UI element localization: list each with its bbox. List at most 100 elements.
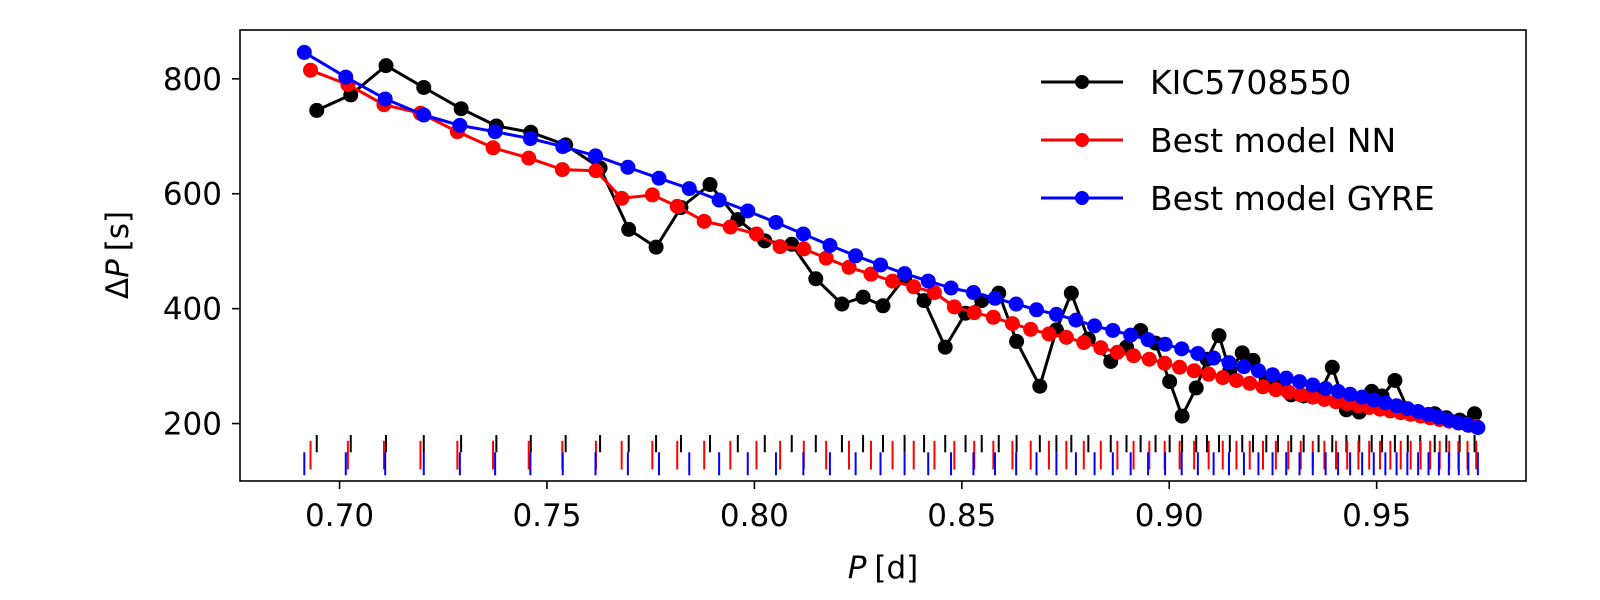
data-point	[1009, 333, 1025, 349]
legend-marker-best-model-gyre	[1075, 191, 1089, 205]
data-point	[920, 273, 936, 289]
data-point	[1023, 321, 1039, 337]
data-point	[1063, 285, 1079, 301]
x-axis-var: P	[848, 550, 867, 586]
data-point	[702, 177, 718, 193]
data-point	[796, 241, 812, 257]
data-point	[1068, 312, 1084, 328]
data-point	[522, 131, 538, 147]
data-point	[1201, 366, 1217, 382]
data-point	[897, 266, 913, 282]
data-point	[681, 181, 697, 197]
data-point	[1377, 395, 1393, 411]
legend-entry-best-model-nn: Best model NN	[1041, 121, 1396, 160]
data-point	[416, 107, 432, 123]
data-point	[1162, 374, 1178, 390]
data-point	[1157, 355, 1173, 371]
data-point	[1211, 328, 1227, 344]
data-point	[651, 170, 667, 186]
x-tick-label: 0.75	[512, 498, 581, 534]
data-point	[1093, 340, 1109, 356]
y-axis-label: ΔP [s]	[100, 211, 136, 299]
data-point	[1008, 296, 1024, 312]
data-point	[808, 271, 824, 287]
data-point	[946, 299, 962, 315]
data-point	[309, 102, 325, 118]
y-tick-label: 200	[163, 407, 222, 443]
data-point	[987, 290, 1003, 306]
data-point	[1032, 378, 1048, 394]
legend-label-best-model-nn: Best model NN	[1150, 121, 1396, 160]
data-point	[906, 279, 922, 295]
data-point	[965, 285, 981, 301]
series-layer	[296, 44, 1486, 476]
y-tick-label: 400	[163, 292, 222, 328]
data-point	[1188, 380, 1204, 396]
period-ticks-best-model-gyre	[303, 452, 1479, 476]
legend-marker-best-model-nn	[1075, 133, 1089, 147]
data-point	[1206, 350, 1222, 366]
data-point	[487, 124, 503, 140]
data-point	[378, 58, 394, 74]
data-point	[768, 214, 784, 230]
data-point	[1172, 359, 1188, 375]
legend-marker-kic5708550	[1075, 75, 1089, 89]
data-point	[1330, 383, 1346, 399]
x-tick-label: 0.85	[927, 498, 996, 534]
data-point	[848, 248, 864, 264]
data-point	[943, 280, 959, 296]
data-point	[620, 159, 636, 175]
period-ticks-kic5708550	[315, 435, 1476, 453]
data-point	[416, 79, 432, 95]
data-point	[795, 226, 811, 242]
data-point	[1140, 332, 1156, 348]
data-point	[554, 162, 570, 178]
data-point	[1268, 382, 1284, 398]
data-point	[1157, 336, 1173, 352]
data-point	[1387, 372, 1403, 388]
x-tick-label: 0.80	[720, 498, 789, 534]
data-point	[452, 117, 468, 133]
data-point	[669, 198, 685, 214]
data-point	[818, 250, 834, 266]
data-point	[772, 239, 788, 255]
data-point	[1255, 379, 1271, 395]
data-point	[1004, 316, 1020, 332]
data-point	[1470, 420, 1486, 436]
x-axis-label: P [d]	[848, 550, 919, 586]
data-point	[1242, 375, 1258, 391]
data-point	[1236, 359, 1252, 375]
data-point	[1316, 391, 1332, 407]
data-point	[1366, 392, 1382, 408]
x-tick-label: 0.70	[305, 498, 374, 534]
data-point	[1342, 386, 1358, 402]
x-axis-unit: [d]	[874, 550, 918, 586]
legend: KIC5708550 Best model NN Best model GYRE	[1000, 50, 1505, 225]
data-point	[822, 237, 838, 253]
data-point	[1174, 341, 1190, 357]
data-point	[338, 69, 354, 85]
data-point	[1305, 377, 1321, 393]
data-point	[1324, 359, 1340, 375]
data-point	[834, 296, 850, 312]
data-point	[588, 148, 604, 164]
data-point	[916, 293, 932, 309]
data-point	[1190, 345, 1206, 361]
data-point	[1293, 387, 1309, 403]
data-point	[966, 305, 982, 321]
data-point	[740, 203, 756, 219]
data-point	[1123, 327, 1139, 343]
data-point	[985, 309, 1001, 325]
data-point	[1265, 367, 1281, 383]
axes-layer: 0.70 0.75 0.80 0.85 0.90 0.95 200 400 600 800	[163, 62, 1411, 534]
data-point	[1109, 344, 1125, 360]
data-point	[1141, 351, 1157, 367]
data-point	[1221, 355, 1237, 371]
data-point	[1028, 302, 1044, 318]
data-point	[296, 44, 312, 60]
y-axis-var: P	[100, 259, 136, 278]
data-point	[1105, 322, 1121, 338]
data-point	[644, 187, 660, 203]
data-point	[1305, 389, 1321, 405]
